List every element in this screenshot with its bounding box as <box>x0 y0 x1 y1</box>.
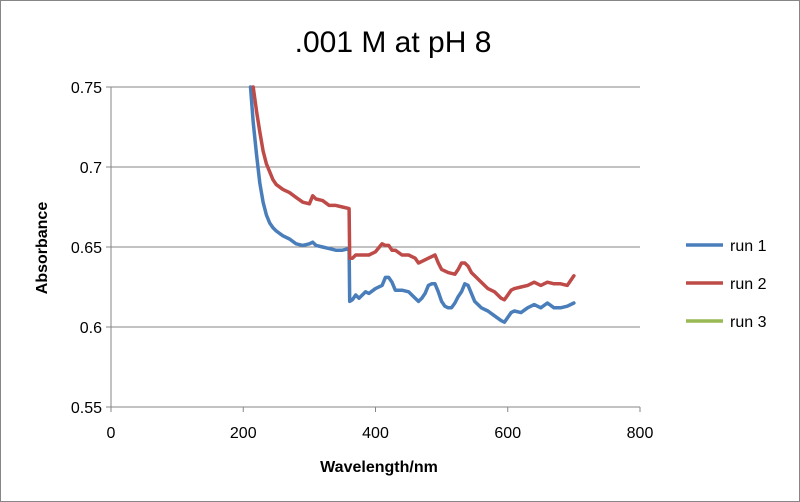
legend: run 1 run 2 run 3 <box>686 238 767 331</box>
legend-label: run 2 <box>730 276 767 293</box>
legend-label: run 3 <box>730 314 767 331</box>
x-tick-label: 400 <box>362 425 389 442</box>
x-tick-label: 0 <box>107 425 116 442</box>
x-tick-label: 600 <box>494 425 521 442</box>
y-tick-label: 0.75 <box>71 80 102 97</box>
series-line-1 <box>248 85 576 324</box>
series-lines <box>248 85 576 324</box>
series-line-2 <box>251 85 576 302</box>
x-tick-label: 800 <box>627 425 654 442</box>
legend-label: run 1 <box>730 238 767 255</box>
gridlines <box>111 86 640 328</box>
y-tick-labels: 0.55 0.6 0.65 0.7 0.75 <box>71 80 102 417</box>
y-tick-label: 0.55 <box>71 400 102 417</box>
y-tick-label: 0.65 <box>71 240 102 257</box>
chart-title: .001 M at pH 8 <box>295 26 492 59</box>
y-axis-title: Absorbance <box>34 202 51 295</box>
x-axis-title: Wavelength/nm <box>320 459 438 476</box>
x-tick-label: 200 <box>230 425 257 442</box>
x-tick-labels: 0 200 400 600 800 <box>107 425 654 442</box>
y-tick-label: 0.6 <box>80 320 102 337</box>
y-tick-label: 0.7 <box>80 160 102 177</box>
axes <box>106 86 641 412</box>
